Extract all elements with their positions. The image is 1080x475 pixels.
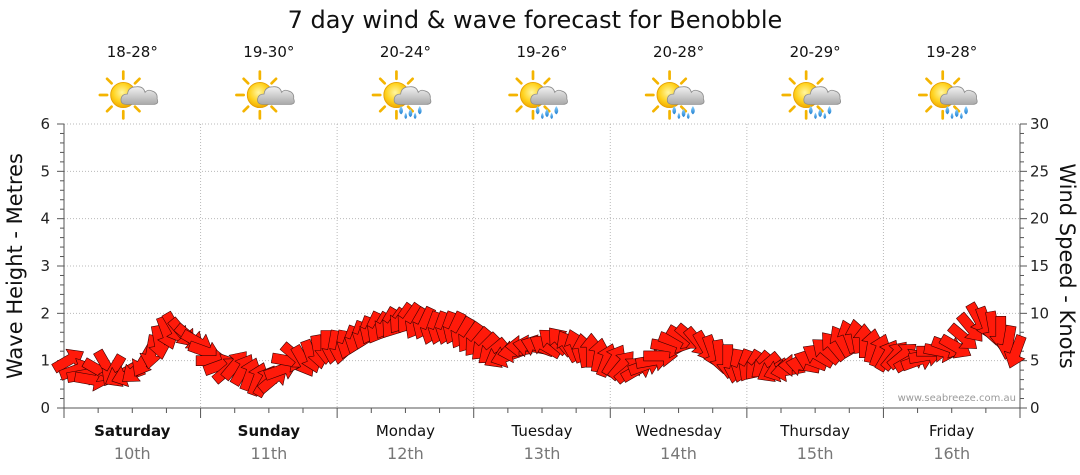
day-name: Saturday: [94, 422, 171, 440]
day-temperature: 19-28°: [926, 43, 977, 61]
day-date: 12th: [387, 444, 424, 463]
right-tick-label: 5: [1030, 352, 1040, 370]
wind-arrow: [1003, 334, 1027, 369]
day-temperature: 19-26°: [516, 43, 567, 61]
showers-icon: [371, 70, 432, 120]
day-date: 10th: [114, 444, 151, 463]
day-temperature: 20-29°: [790, 43, 841, 61]
showers-icon: [508, 70, 568, 120]
day-name: Sunday: [238, 422, 301, 440]
forecast-day: 20-29° Thursday 15th: [779, 43, 850, 463]
right-tick-label: 15: [1030, 257, 1049, 275]
right-tick-label: 10: [1030, 304, 1049, 322]
right-axis-ticks: 0 5 10 15 20 25 30: [1030, 115, 1049, 417]
left-tick-label: 5: [40, 162, 50, 180]
left-tick-label: 3: [40, 257, 50, 275]
day-temperature: 20-28°: [653, 43, 704, 61]
showers-icon: [781, 70, 841, 120]
day-date: 13th: [524, 444, 561, 463]
right-tick-label: 0: [1030, 399, 1040, 417]
forecast-day: 19-30° Sunday 11th: [235, 43, 301, 463]
right-tick-label: 20: [1030, 210, 1049, 228]
day-temperature: 20-24°: [380, 43, 431, 61]
forecast-day: 20-24° Monday 12th: [371, 43, 435, 463]
day-date: 15th: [797, 444, 834, 463]
forecast-day: 19-28° Friday 16th: [917, 43, 978, 463]
day-name: Wednesday: [635, 422, 722, 440]
right-tick-label: 30: [1030, 115, 1049, 133]
left-tick-label: 2: [40, 304, 50, 322]
left-tick-label: 1: [40, 352, 50, 370]
chart-title: 7 day wind & wave forecast for Benobble: [288, 6, 783, 34]
day-name: Friday: [929, 422, 975, 440]
forecast-day: 19-26° Tuesday 13th: [508, 43, 573, 463]
forecast-day: 20-28° Wednesday 14th: [635, 43, 722, 463]
left-tick-label: 4: [40, 210, 50, 228]
day-temperature: 19-30°: [243, 43, 294, 61]
wind-arrow: [938, 333, 972, 359]
partly-cloudy-icon: [235, 70, 295, 120]
showers-icon: [917, 70, 978, 120]
day-name: Thursday: [779, 422, 850, 440]
left-axis-title: Wave Height - Metres: [3, 153, 27, 379]
day-name: Monday: [376, 422, 435, 440]
watermark: www.seabreeze.com.au: [898, 393, 1016, 404]
left-tick-label: 0: [40, 399, 50, 417]
left-axis-ticks: 0 1 2 3 4 5 6: [40, 115, 50, 417]
day-date: 14th: [660, 444, 697, 463]
day-date: 16th: [933, 444, 970, 463]
forecast-day: 18-28° Saturday 10th: [94, 43, 171, 463]
wind-arrows: [51, 301, 1027, 399]
left-tick-label: 6: [40, 115, 50, 133]
right-tick-label: 25: [1030, 162, 1049, 180]
day-name: Tuesday: [510, 422, 572, 440]
day-temperature: 18-28°: [107, 43, 158, 61]
partly-cloudy-icon: [98, 70, 159, 120]
day-date: 11th: [250, 444, 287, 463]
forecast-days: 18-28° Saturday 10th 19-30° Sunday 11th 20-24°…: [94, 43, 978, 463]
showers-icon: [644, 70, 705, 120]
right-axis-title: Wind Speed - Knots: [1055, 163, 1079, 368]
